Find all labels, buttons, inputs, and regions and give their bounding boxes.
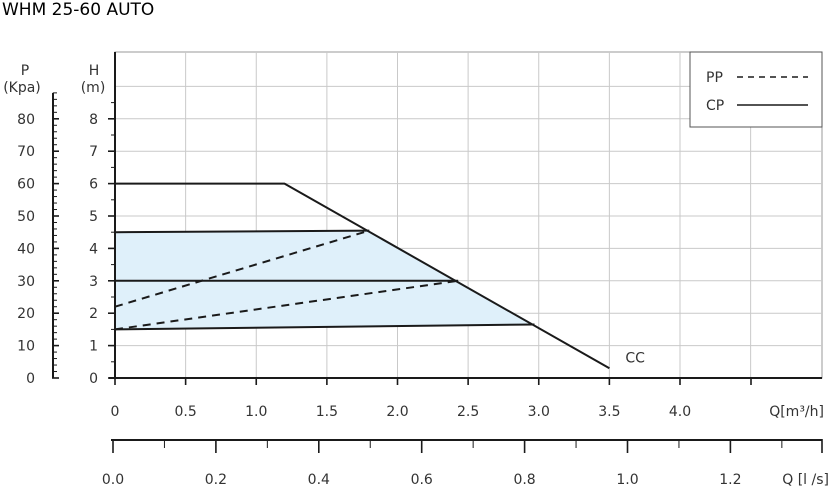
y-tick-label-7: 7: [89, 144, 98, 160]
y-tick-label-4: 4: [89, 241, 98, 257]
series-cc: [115, 182, 610, 370]
x-tick-label-5: 2.5: [457, 404, 479, 420]
ls-tick-label-3: 0.6: [411, 472, 433, 488]
legend: PP CP: [689, 51, 823, 128]
x-tick-label-0: 0: [111, 404, 120, 420]
ls-tick-label-5: 1.0: [616, 472, 638, 488]
ls-tick-label-6: 1.2: [719, 472, 741, 488]
y-axis-title-h: H: [89, 63, 100, 79]
axes: [52, 52, 823, 453]
legend-label-cp: CP: [706, 98, 724, 114]
y-axis-title-unit: (m): [81, 80, 106, 96]
legend-label-pp: PP: [706, 70, 723, 86]
x-tick-label-6: 3.0: [528, 404, 550, 420]
ls-tick-label-4: 0.8: [513, 472, 535, 488]
p-tick-label-2: 20: [17, 306, 35, 322]
y-tick-label-2: 2: [89, 306, 98, 322]
y-tick-label-8: 8: [89, 112, 98, 128]
y-tick-label-3: 3: [89, 274, 98, 290]
series-label-cc: CC: [625, 350, 645, 366]
x-tick-label-2: 1.0: [245, 404, 267, 420]
p-tick-label-8: 80: [17, 112, 35, 128]
legend-box: [689, 51, 823, 128]
ls-tick-label-1: 0.2: [205, 472, 227, 488]
series-pp-high: [114, 229, 370, 308]
chart-title: WHM 25-60 AUTO: [2, 0, 155, 20]
p-tick-label-1: 10: [17, 339, 35, 355]
p-tick-label-7: 70: [17, 144, 35, 160]
ls-tick-label-2: 0.4: [308, 472, 330, 488]
y-tick-label-1: 1: [89, 339, 98, 355]
x-tick-label-4: 2.0: [386, 404, 408, 420]
series-pp-low: [114, 279, 459, 331]
ls-tick-label-0: 0.0: [102, 472, 124, 488]
series-group: CC: [114, 182, 645, 370]
axis-labels: 0 1 2 3 4 5 6 7 8 H(m) 0 10 20 30 40 50 60 70 80 P(Kpa) 0 0.5…: [3, 63, 829, 488]
ls-axis-title: Q [l /s]: [782, 472, 829, 488]
p-axis-title-p: P: [21, 63, 29, 79]
x-tick-label-1: 0.5: [174, 404, 196, 420]
p-tick-label-3: 30: [17, 274, 35, 290]
x-tick-label-8: 4.0: [669, 404, 691, 420]
x-tick-label-3: 1.5: [316, 404, 338, 420]
series-cp-high: [114, 229, 370, 234]
x-tick-label-7: 3.5: [598, 404, 620, 420]
p-tick-label-4: 40: [17, 241, 35, 257]
series-cp-low: [114, 323, 535, 331]
x-axis-title: Q[m³/h]: [769, 404, 824, 420]
p-axis-title-unit: (Kpa): [3, 80, 41, 96]
p-tick-label-5: 50: [17, 209, 35, 225]
p-tick-label-6: 60: [17, 177, 35, 193]
y-tick-label-0: 0: [89, 371, 98, 387]
p-tick-label-0: 0: [26, 371, 35, 387]
y-tick-label-6: 6: [89, 177, 98, 193]
y-tick-label-5: 5: [89, 209, 98, 225]
